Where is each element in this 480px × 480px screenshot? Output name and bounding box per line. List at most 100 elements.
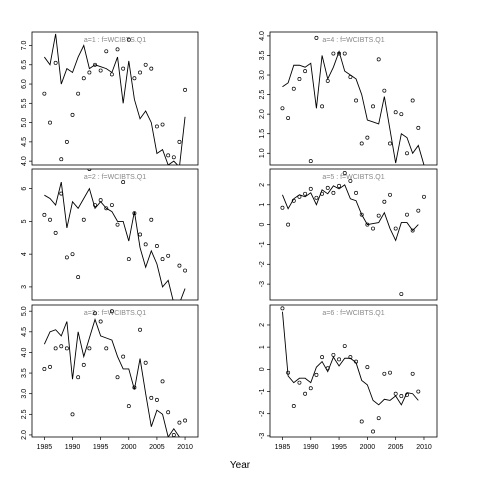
y-tick-label: 1.5 bbox=[259, 129, 266, 139]
series-line bbox=[44, 181, 186, 300]
data-point bbox=[76, 275, 81, 280]
y-tick-label: 3.0 bbox=[259, 70, 266, 80]
data-point bbox=[286, 116, 291, 121]
data-point bbox=[320, 355, 325, 360]
data-point bbox=[331, 51, 336, 56]
data-point bbox=[53, 60, 58, 65]
data-point bbox=[359, 141, 364, 146]
y-tick-label: 5.0 bbox=[21, 118, 28, 128]
data-point bbox=[171, 432, 176, 437]
panel-frame bbox=[269, 31, 438, 166]
x-tick-label: 2010 bbox=[416, 444, 432, 451]
y-tick-label: 2 bbox=[259, 323, 266, 327]
data-point bbox=[64, 255, 69, 260]
x-tick-label: 2010 bbox=[177, 444, 193, 451]
plot-area bbox=[280, 306, 421, 434]
data-point bbox=[308, 386, 313, 391]
panel-frame bbox=[269, 304, 438, 438]
data-point bbox=[410, 98, 415, 103]
data-point bbox=[104, 49, 109, 54]
data-point bbox=[314, 35, 319, 40]
data-point bbox=[303, 191, 308, 196]
y-tick-label: 4.0 bbox=[21, 156, 28, 166]
data-point bbox=[53, 230, 58, 235]
data-point bbox=[59, 344, 64, 349]
data-point bbox=[280, 306, 285, 311]
panel-frame bbox=[31, 304, 199, 438]
data-point bbox=[337, 51, 342, 56]
y-tick-label: 3.0 bbox=[21, 389, 28, 399]
data-point bbox=[405, 212, 409, 217]
plot-area bbox=[42, 33, 188, 165]
panel-title: a=2 : f=WCIBTS.Q1 bbox=[84, 174, 146, 181]
data-point bbox=[143, 242, 148, 247]
data-point bbox=[388, 370, 392, 375]
x-tick-label: 2000 bbox=[121, 444, 137, 451]
data-point bbox=[399, 112, 404, 117]
data-point bbox=[342, 171, 347, 175]
data-point bbox=[143, 360, 148, 365]
data-point bbox=[48, 217, 52, 222]
data-point bbox=[297, 380, 302, 385]
data-point bbox=[138, 70, 142, 75]
y-tick-label: 1 bbox=[259, 345, 266, 349]
series-line bbox=[282, 311, 419, 406]
data-point bbox=[154, 397, 159, 402]
data-point bbox=[115, 47, 120, 52]
data-point bbox=[371, 104, 375, 109]
y-tick-label: 4.0 bbox=[259, 31, 266, 41]
data-point bbox=[132, 385, 137, 390]
data-point bbox=[42, 212, 47, 217]
data-point bbox=[405, 392, 409, 397]
y-tick-label: 0 bbox=[259, 223, 266, 227]
data-point bbox=[291, 198, 296, 203]
data-point bbox=[365, 222, 370, 227]
panel-title: a=3 : f=WCIBTS.Q1 bbox=[84, 310, 146, 317]
data-point bbox=[177, 420, 182, 425]
data-point bbox=[76, 375, 81, 380]
data-point bbox=[98, 319, 103, 324]
data-point bbox=[325, 78, 330, 83]
plot-area bbox=[42, 169, 188, 300]
data-point bbox=[76, 91, 81, 96]
plot-area bbox=[280, 171, 426, 296]
data-point bbox=[410, 228, 415, 233]
y-tick-label: 2 bbox=[259, 183, 266, 187]
data-point bbox=[98, 198, 103, 203]
y-tick-label: 0 bbox=[259, 367, 266, 371]
data-point bbox=[149, 66, 154, 71]
data-point bbox=[297, 76, 302, 81]
y-tick-label: 4 bbox=[21, 252, 28, 256]
y-tick-label: -2 bbox=[259, 261, 266, 267]
y-tick-label: 6 bbox=[21, 187, 28, 191]
data-point bbox=[416, 208, 421, 213]
data-point bbox=[183, 87, 188, 92]
data-point bbox=[422, 194, 426, 199]
data-point bbox=[121, 66, 126, 71]
data-point bbox=[393, 226, 398, 231]
data-point bbox=[81, 76, 86, 81]
data-point bbox=[405, 151, 409, 156]
data-point bbox=[320, 191, 325, 196]
data-point bbox=[416, 125, 421, 130]
panel-title: a=5 : f=WCIBTS.Q1 bbox=[322, 174, 384, 181]
data-point bbox=[87, 169, 92, 171]
data-point bbox=[81, 362, 86, 367]
data-point bbox=[138, 327, 142, 332]
data-point bbox=[337, 357, 342, 362]
y-tick-label: 2.5 bbox=[259, 90, 266, 100]
data-point bbox=[126, 37, 131, 42]
y-tick-label: 1 bbox=[259, 203, 266, 207]
data-point bbox=[42, 91, 47, 96]
data-point bbox=[98, 68, 103, 73]
x-tick-label: 1985 bbox=[37, 444, 53, 451]
data-point bbox=[399, 394, 404, 398]
y-tick-label: 5 bbox=[21, 219, 28, 223]
y-tick-label: -3 bbox=[259, 281, 266, 287]
data-point bbox=[149, 217, 154, 222]
y-tick-label: 1.0 bbox=[259, 148, 266, 158]
data-point bbox=[382, 371, 387, 376]
y-tick-label: 2.0 bbox=[21, 430, 28, 440]
data-point bbox=[160, 257, 165, 262]
